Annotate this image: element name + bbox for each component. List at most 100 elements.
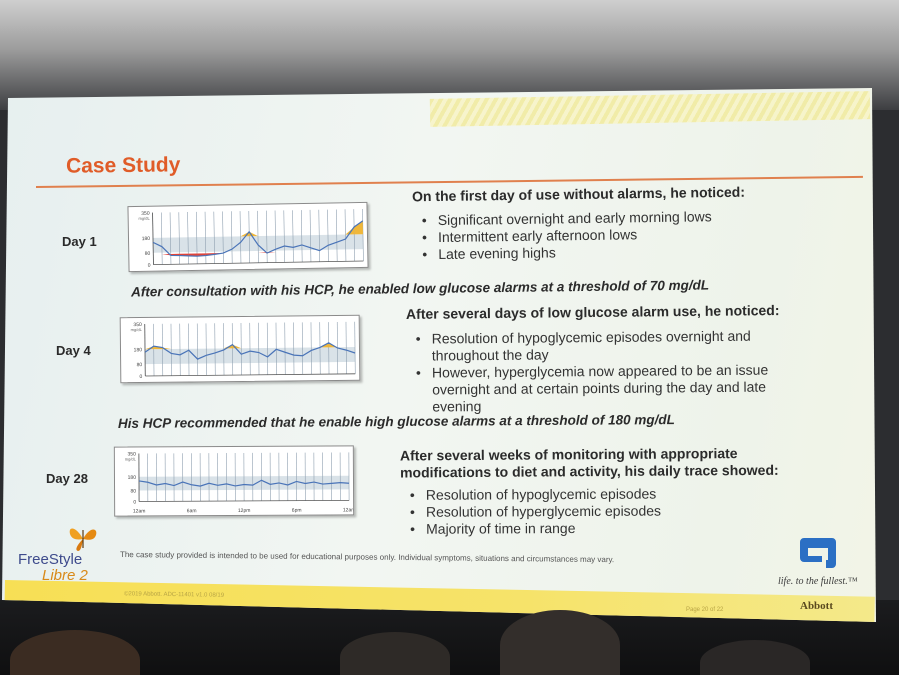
high-glucose-fill xyxy=(354,220,363,235)
day-4-glucose-svg: 350 180 80 0 mg/dL xyxy=(131,321,356,380)
x-axis-line xyxy=(139,499,350,502)
grid-line xyxy=(179,323,181,376)
grid-line xyxy=(310,322,312,375)
glucose-trace-line xyxy=(152,220,364,257)
day-1-note: After consultation with his HCP, he enab… xyxy=(130,277,710,300)
y-axis-line xyxy=(152,212,154,265)
abbott-logo-icon xyxy=(800,538,836,568)
grid-line xyxy=(240,322,242,375)
y-tick-label: 350 xyxy=(128,452,137,458)
bullet-item: However, hyperglycemia now appeared to b… xyxy=(414,361,794,415)
y-tick-label: 0 xyxy=(133,500,136,506)
y-tick-label: 80 xyxy=(130,489,136,495)
day-28-glucose-svg: 350 180 80 0 mg/dL 12am 6am 12pm 6pm 12am xyxy=(125,452,353,515)
disclaimer-text: The case study provided is intended to b… xyxy=(119,550,615,565)
decorative-stripe-top xyxy=(429,91,871,127)
grid-line xyxy=(301,322,304,375)
grid-line xyxy=(239,211,242,264)
y-tick-label: 180 xyxy=(142,236,151,242)
bullet-item: Resolution of hyperglycemic episodes xyxy=(408,502,738,521)
grid-line xyxy=(188,323,190,376)
grid-line xyxy=(196,323,199,376)
grid-line xyxy=(161,212,163,265)
grid-line xyxy=(354,321,356,374)
grid-line xyxy=(153,323,155,376)
y-tick-label: 80 xyxy=(137,362,143,368)
grid-line xyxy=(318,209,320,262)
y-unit-label: mg/dL xyxy=(138,216,150,221)
day-4-chart: 350 180 80 0 mg/dL xyxy=(119,314,361,384)
day-1-label: Day 1 xyxy=(62,234,97,249)
grid-line xyxy=(328,322,330,375)
y-tick-label: 180 xyxy=(128,475,137,481)
grid-line xyxy=(300,210,303,263)
glucose-trace-line xyxy=(144,342,356,360)
grid-line xyxy=(214,323,216,376)
grid-line xyxy=(230,211,233,264)
grid-line xyxy=(265,210,268,263)
x-tick-label: 6am xyxy=(187,508,197,514)
low-glucose-fill xyxy=(162,253,171,256)
grid-line xyxy=(353,209,355,262)
y-tick-label: 0 xyxy=(139,374,142,380)
y-tick-label: 0 xyxy=(148,263,151,269)
day-4-bullets: Resolution of hypoglycemic episodes over… xyxy=(414,327,795,415)
day-4-heading: After several days of low glucose alarm … xyxy=(405,302,780,322)
y-tick-label: 80 xyxy=(145,251,151,257)
grid-line xyxy=(292,210,294,263)
x-tick-label: 12am xyxy=(133,508,146,514)
x-tick-label: 6pm xyxy=(292,508,302,514)
grid-line xyxy=(258,322,260,375)
y-axis-line xyxy=(144,323,146,376)
y-unit-label: mg/dL xyxy=(125,457,137,462)
day-4-note: His HCP recommended that he enable high … xyxy=(117,412,675,431)
grid-line xyxy=(335,209,338,262)
grid-line xyxy=(222,211,224,264)
freestyle-libre-logo: FreeStyle Libre 2 xyxy=(18,552,88,584)
bullet-item: Majority of time in range xyxy=(408,519,738,538)
slide-title: Case Study xyxy=(65,153,181,178)
grid-line xyxy=(309,209,312,262)
grid-line xyxy=(327,209,329,262)
grid-line xyxy=(161,323,164,376)
x-axis-line xyxy=(153,260,364,266)
day-28-chart: 350 180 80 0 mg/dL 12am 6am 12pm 6pm 12am xyxy=(113,445,355,517)
grid-line xyxy=(283,210,285,263)
high-glucose-fill xyxy=(144,346,154,350)
audience-head xyxy=(10,630,140,675)
page-number: Page 20 of 22 xyxy=(686,607,724,613)
grid-line xyxy=(345,321,347,374)
day-28-bullets: Resolution of hypoglycemic episodes Reso… xyxy=(408,485,738,538)
tagline: life. to the fullest.™ xyxy=(778,576,858,587)
glucose-trace-line xyxy=(138,479,350,487)
x-tick-label: 12am xyxy=(343,507,353,513)
grid-line xyxy=(231,323,234,376)
y-tick-label: 350 xyxy=(141,211,150,217)
grid-line xyxy=(223,323,225,376)
day-1-chart: 350 180 80 0 mg/dL xyxy=(127,201,369,273)
grid-line xyxy=(205,323,207,376)
audience-head xyxy=(340,632,450,675)
day-1-heading: On the first day of use without alarms, … xyxy=(411,183,746,205)
day-28-heading: After several weeks of monitoring with a… xyxy=(399,445,779,481)
brand-line-1: FreeStyle xyxy=(18,551,83,568)
day-4-label: Day 4 xyxy=(56,343,91,358)
low-glucose-fill xyxy=(258,252,268,254)
bullet-item: Resolution of hypoglycemic episodes xyxy=(408,485,738,504)
grid-line xyxy=(284,322,286,375)
audience-head xyxy=(700,640,810,675)
grid-line xyxy=(257,210,259,263)
grid-line xyxy=(275,322,277,375)
grid-line xyxy=(362,208,364,261)
grid-line xyxy=(274,210,277,263)
bullet-item: Late evening highs xyxy=(420,242,750,264)
day-1-bullets: Significant overnight and early morning … xyxy=(420,208,751,264)
audience-head xyxy=(500,610,620,675)
x-axis-line xyxy=(145,373,356,377)
day-28-label: Day 28 xyxy=(46,471,88,486)
grid-line xyxy=(248,210,251,263)
butterfly-icon xyxy=(69,528,97,551)
company-name: Abbott xyxy=(800,600,834,612)
grid-line xyxy=(170,323,172,376)
